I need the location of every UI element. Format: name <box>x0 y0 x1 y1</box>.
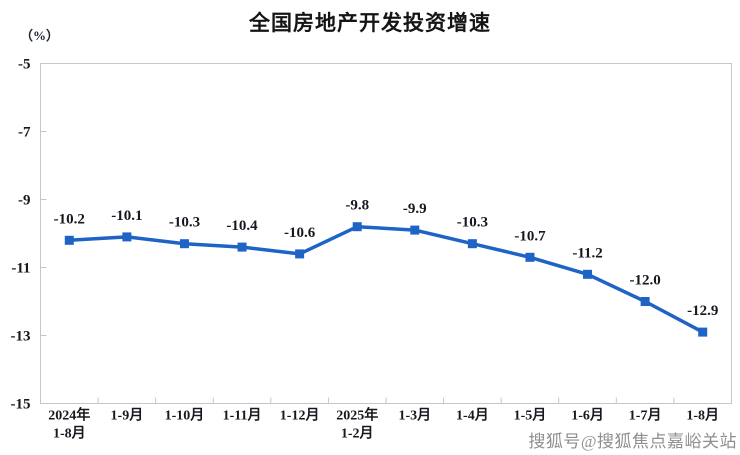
data-point-marker <box>640 297 650 306</box>
data-point-marker <box>467 239 477 249</box>
x-axis-category-label: 2025年 <box>336 407 378 424</box>
x-axis-category-label: 1-8月 <box>686 408 719 424</box>
data-point-marker <box>237 242 247 252</box>
data-point-label: -9.9 <box>403 201 427 217</box>
y-axis-tick-label: -5 <box>18 57 31 73</box>
x-axis-category-label: 1-6月 <box>571 408 604 424</box>
x-axis-category-label: 1-2月 <box>341 426 374 442</box>
x-axis-category-label: 1-7月 <box>629 408 662 424</box>
x-axis-category-label: 1-9月 <box>111 408 144 424</box>
data-point-label: -9.8 <box>345 198 369 214</box>
data-point-label: -10.7 <box>514 228 546 244</box>
chart-title: 全国房地产开发投资增速 <box>249 12 491 35</box>
x-axis-category-label: 1-8月 <box>53 426 86 442</box>
x-axis-category-label: 1-3月 <box>398 408 431 424</box>
data-point-marker <box>583 269 593 279</box>
data-point-label: -10.3 <box>457 215 488 231</box>
y-axis-unit-label: （%） <box>20 28 60 43</box>
y-axis-tick-label: -15 <box>11 397 31 413</box>
data-point-marker <box>64 235 74 245</box>
x-axis-category-label: 1-5月 <box>514 408 547 424</box>
data-point-marker <box>698 327 708 337</box>
data-point-label: -12.9 <box>687 303 718 319</box>
data-point-marker <box>122 232 132 242</box>
x-axis-category-label: 1-11月 <box>223 408 262 424</box>
data-point-label: -10.3 <box>169 215 200 231</box>
y-axis-tick-label: -13 <box>11 329 31 345</box>
y-axis-tick-label: -7 <box>18 125 31 141</box>
data-point-label: -10.6 <box>284 225 316 241</box>
y-axis-tick-label: -9 <box>18 193 31 209</box>
data-point-label: -11.2 <box>572 245 602 261</box>
data-point-marker <box>352 222 362 232</box>
data-point-label: -10.1 <box>111 208 142 224</box>
data-point-label: -10.2 <box>54 211 85 227</box>
x-axis-category-label: 2024年 <box>48 407 90 424</box>
x-axis-category-label: 1-4月 <box>456 408 489 424</box>
watermark: 搜狐号@搜狐焦点嘉峪关站 <box>528 432 737 451</box>
x-axis-category-label: 1-12月 <box>280 408 320 424</box>
data-line <box>67 224 705 334</box>
data-point-label: -10.4 <box>226 218 258 234</box>
data-point-marker <box>410 225 420 235</box>
data-point-label: -12.0 <box>630 273 661 289</box>
data-point-marker <box>179 239 189 249</box>
y-axis-tick-label: -11 <box>11 261 30 277</box>
data-point-marker <box>295 249 305 259</box>
x-axis-category-label: 1-10月 <box>165 408 205 424</box>
data-point-marker <box>525 252 535 262</box>
plot-border <box>40 63 732 404</box>
